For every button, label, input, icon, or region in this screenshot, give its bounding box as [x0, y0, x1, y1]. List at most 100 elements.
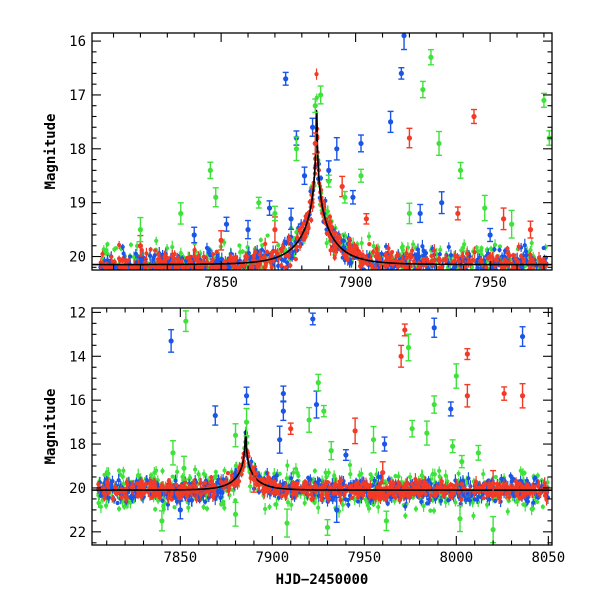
data-point: [222, 505, 227, 510]
y-tick-label: 16: [69, 34, 86, 50]
data-point: [439, 267, 445, 270]
data-point: [464, 251, 470, 256]
data-point: [192, 247, 197, 253]
data-point: [246, 250, 251, 256]
data-point: [253, 249, 258, 255]
data-point: [424, 271, 428, 275]
data-point: [430, 277, 434, 281]
data-point: [385, 271, 389, 275]
data-point: [348, 261, 353, 266]
data-point: [366, 234, 372, 239]
data-point: [347, 236, 352, 241]
data-point: [413, 506, 419, 512]
data-point: [232, 259, 237, 264]
data-point: [488, 255, 493, 260]
data-point: [137, 243, 144, 249]
data-point: [454, 271, 458, 275]
data-point: [417, 210, 423, 217]
data-point: [456, 276, 460, 280]
data-point: [326, 470, 331, 475]
red-series: [137, 108, 534, 257]
data-point: [243, 254, 248, 259]
data-point: [369, 476, 374, 481]
data-point: [421, 274, 425, 278]
data-point: [226, 265, 231, 270]
data-point: [144, 251, 149, 256]
data-point: [452, 273, 456, 277]
data-point: [539, 271, 543, 275]
data-point: [402, 274, 406, 278]
data-point: [117, 242, 122, 248]
data-point: [456, 471, 461, 476]
data-point: [457, 167, 464, 173]
data-point: [374, 278, 378, 282]
data-point: [155, 478, 160, 483]
data-point: [172, 505, 177, 510]
data-point: [429, 258, 435, 263]
data-point: [237, 243, 242, 248]
data-point: [541, 245, 546, 251]
data-point: [420, 86, 426, 93]
data-point: [263, 506, 268, 512]
data-point: [190, 264, 195, 269]
data-point: [361, 260, 366, 265]
data-point: [376, 504, 381, 510]
data-point: [153, 507, 158, 512]
data-point: [203, 472, 208, 478]
data-point: [318, 92, 324, 98]
x-tick-label: 7900: [339, 275, 373, 291]
bottom-panel: 7850 7900 7950 8000 8050121416182022Magnitud…: [43, 305, 565, 588]
data-point: [502, 264, 507, 269]
x-tick-label: 7850: [204, 275, 238, 291]
data-point: [512, 277, 516, 281]
data-point: [293, 466, 299, 471]
data-point: [293, 257, 298, 262]
data-point: [368, 270, 372, 274]
data-point: [511, 275, 515, 279]
data-point: [407, 474, 413, 480]
data-point: [518, 253, 524, 259]
data-point: [223, 259, 228, 264]
model-curve: [92, 109, 552, 266]
data-point: [178, 210, 184, 217]
data-point: [258, 237, 263, 243]
data-point: [429, 253, 434, 259]
data-point: [301, 221, 306, 226]
data-point: [421, 248, 426, 253]
data-point: [449, 272, 453, 276]
data-point: [236, 265, 242, 270]
data-point: [453, 500, 458, 505]
data-point: [269, 265, 274, 270]
data-point: [453, 272, 457, 276]
data-point: [423, 276, 427, 280]
data-point: [152, 470, 157, 475]
data-point: [348, 472, 353, 477]
data-point: [537, 272, 541, 276]
data-point: [415, 247, 421, 252]
data-point: [370, 268, 375, 270]
data-point: [248, 484, 253, 489]
data-point: [301, 237, 307, 242]
data-point: [353, 251, 358, 256]
data-point: [184, 255, 190, 261]
data-point: [528, 247, 533, 253]
data-point: [165, 256, 171, 261]
data-point: [345, 257, 350, 262]
data-point: [433, 496, 438, 502]
data-point: [285, 500, 291, 505]
data-point: [475, 249, 481, 254]
data-point: [131, 254, 136, 260]
data-point: [210, 257, 215, 262]
data-point: [161, 504, 166, 509]
data-point: [541, 97, 547, 103]
top-panel: 7850 7900 7950 16 17 18 19 20 Magnitude: [43, 32, 553, 291]
data-point: [297, 244, 303, 249]
data-point: [532, 278, 536, 282]
data-point: [265, 233, 270, 238]
data-point: [105, 242, 110, 247]
data-point: [527, 272, 531, 276]
data-point: [100, 251, 105, 257]
data-point: [279, 263, 284, 268]
data-point: [172, 251, 177, 257]
data-point: [294, 245, 299, 250]
